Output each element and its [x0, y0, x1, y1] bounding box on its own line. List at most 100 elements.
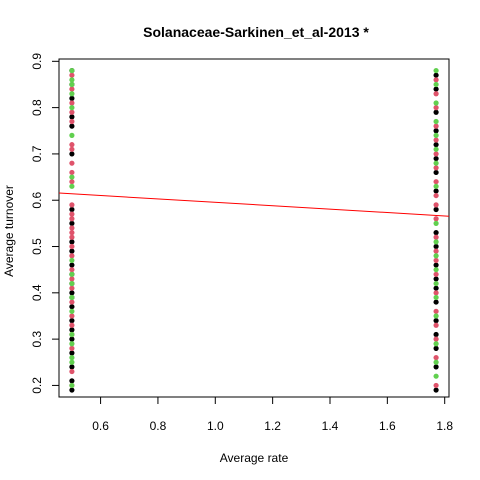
data-point-green	[69, 81, 75, 88]
data-point-green	[69, 183, 75, 189]
data-point-black	[69, 364, 75, 370]
data-point-red	[433, 91, 439, 97]
data-point-red	[69, 216, 75, 222]
data-point-black	[69, 206, 75, 213]
fit-line	[58, 192, 450, 217]
data-point-black	[69, 318, 75, 324]
x-axis-label: Average rate	[220, 451, 289, 465]
data-point-green	[433, 373, 439, 379]
x-tick-label: 1.4	[322, 419, 339, 433]
data-point-red	[433, 202, 439, 208]
data-point-green	[433, 160, 439, 166]
data-point-green	[433, 294, 439, 301]
chart-title: Solanaceae-Sarkinen_et_al-2013 *	[143, 24, 369, 40]
data-point-red	[433, 355, 439, 361]
data-point-black	[69, 378, 75, 384]
data-point-red	[69, 253, 75, 259]
data-point-green	[433, 313, 439, 319]
data-point-red	[69, 230, 75, 236]
x-tick-label: 0.8	[150, 419, 167, 433]
data-point-black	[69, 304, 75, 310]
data-point-red	[433, 123, 439, 129]
data-point-red	[433, 290, 439, 296]
x-tick-label: 0.6	[92, 419, 109, 433]
data-point-green	[433, 100, 439, 106]
data-point-red	[69, 72, 75, 78]
data-point-green	[69, 105, 75, 111]
data-point-green	[69, 355, 75, 361]
data-point-black	[69, 220, 75, 226]
data-point-black	[433, 155, 439, 162]
data-point-green	[433, 253, 439, 259]
data-point-green	[69, 308, 75, 314]
y-tick-label: 0.9	[30, 53, 44, 70]
data-point-black	[69, 151, 75, 157]
data-point-black	[69, 95, 75, 101]
data-point-black	[433, 299, 439, 305]
data-point-green	[69, 91, 75, 97]
data-point-red	[69, 313, 75, 319]
data-point-black	[433, 109, 439, 115]
data-point-red	[69, 86, 75, 92]
data-point-green	[433, 81, 439, 88]
data-point-black	[433, 364, 439, 370]
data-point-green	[433, 267, 439, 273]
data-point-red	[433, 216, 439, 222]
data-point-red	[69, 225, 75, 231]
data-point-red	[433, 179, 439, 185]
data-point-black	[69, 387, 75, 393]
data-point-red	[69, 234, 75, 240]
data-point-green	[433, 118, 439, 125]
data-point-black	[433, 128, 439, 134]
data-point-black	[433, 169, 439, 176]
x-axis: 0.6 0.8 1.0 1.2 1.4 1.6 1.8	[92, 396, 453, 433]
data-point-green	[433, 341, 439, 347]
data-point-green	[433, 67, 439, 74]
data-point-red	[433, 77, 439, 83]
plot-area-frame	[58, 58, 450, 398]
x-tick-label: 1.0	[207, 419, 224, 433]
data-point-black	[433, 331, 439, 338]
data-point-black	[433, 206, 439, 213]
data-point-black	[69, 262, 75, 268]
data-point-red	[69, 169, 75, 176]
data-point-black	[433, 345, 439, 351]
data-point-black	[433, 285, 439, 291]
data-point-red	[69, 243, 75, 250]
data-point-black	[433, 230, 439, 236]
data-point-black	[69, 350, 75, 356]
data-point-red	[69, 368, 75, 375]
data-point-black	[69, 327, 75, 333]
data-point-red	[69, 345, 75, 351]
data-point-green	[69, 359, 75, 365]
data-point-black	[69, 290, 75, 296]
y-tick-label: 0.7	[30, 145, 44, 162]
data-point-red	[433, 271, 439, 277]
data-point-green	[69, 382, 75, 389]
data-point-green	[69, 67, 75, 74]
data-point-green	[69, 294, 75, 301]
data-point-red	[69, 142, 75, 148]
data-point-red	[433, 192, 439, 199]
data-point-black	[433, 72, 439, 78]
data-point-red	[69, 202, 75, 208]
y-tick-label: 0.6	[30, 192, 44, 209]
y-axis-label: Average turnover	[2, 185, 16, 277]
data-point-black	[433, 243, 439, 250]
data-point-red	[69, 118, 75, 125]
data-point-black	[433, 262, 439, 268]
y-tick-label: 0.4	[30, 284, 44, 301]
data-point-black	[433, 276, 439, 282]
data-point-green	[433, 220, 439, 226]
data-point-red	[69, 146, 75, 152]
x-tick-label: 1.6	[379, 419, 396, 433]
data-point-red	[69, 285, 75, 291]
data-point-red	[69, 179, 75, 185]
regression-line-group	[58, 192, 450, 217]
data-point-green	[433, 280, 439, 287]
data-point-green	[433, 239, 439, 245]
data-point-red	[69, 100, 75, 106]
data-point-red	[69, 160, 75, 166]
data-point-red	[433, 165, 439, 171]
